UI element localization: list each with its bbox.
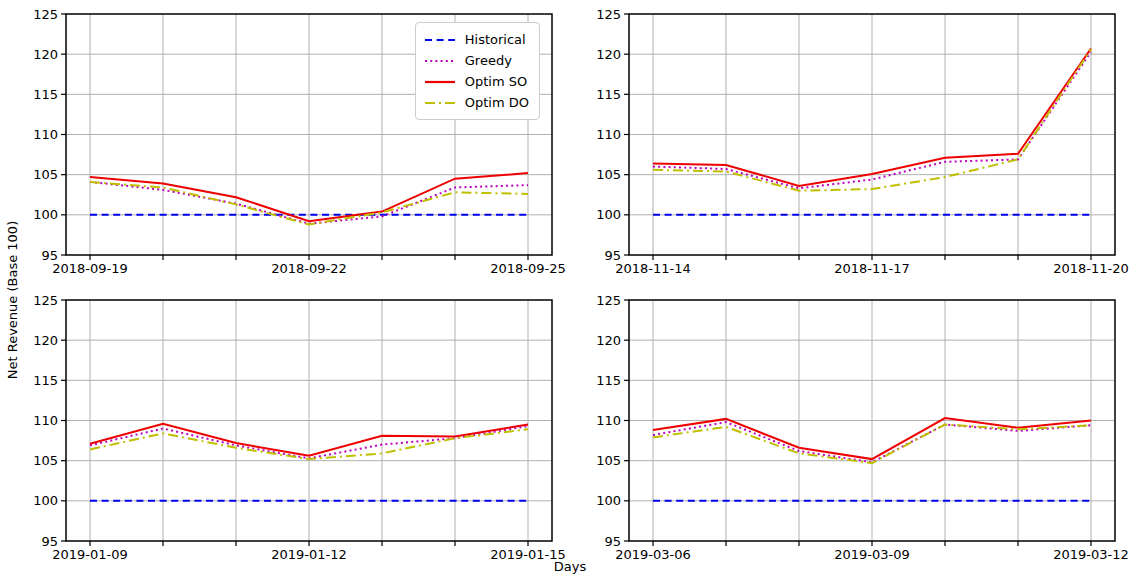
x-tick-label: 2018-11-14 [615,261,691,276]
x-tick-label: 2019-03-06 [615,547,691,562]
x-tick-label: 2019-01-09 [52,547,128,562]
y-tick-label: 120 [583,46,621,63]
legend-line-sample-optim-do [425,101,455,105]
figure: Net Revenue (Base 100) Days HistoricalGr… [0,0,1139,577]
y-tick-label: 120 [583,332,621,349]
y-axis-label: Net Revenue (Base 100) [5,221,20,379]
y-tick-label: 110 [583,412,621,429]
legend-line-sample-greedy [425,59,455,63]
y-tick-label: 110 [20,412,58,429]
legend-line-sample-optim-so [425,80,455,84]
y-tick-label: 100 [583,206,621,223]
legend-line-sample-historical [425,38,455,42]
y-tick-label: 100 [20,206,58,223]
x-tick-label: 2018-09-22 [271,261,347,276]
y-tick-label: 120 [20,46,58,63]
y-tick-label: 115 [20,86,58,103]
y-tick-label: 120 [20,332,58,349]
x-tick-label: 2019-03-09 [834,547,910,562]
y-tick-label: 125 [583,292,621,309]
y-tick-label: 115 [583,372,621,389]
plot-area-bottom-left [59,296,559,550]
x-tick-label: 2018-11-17 [834,261,910,276]
x-tick-label: 2018-09-19 [52,261,128,276]
legend-label: Optim DO [465,95,529,110]
x-tick-label: 2019-03-12 [1053,547,1129,562]
legend-label: Optim SO [465,74,527,89]
plot-area-top-right [622,10,1122,264]
legend-label: Greedy [465,53,512,68]
legend-label: Historical [465,32,526,47]
y-tick-label: 105 [20,452,58,469]
y-tick-label: 105 [583,166,621,183]
subplot-bottom-right: 951001051101151201252019-03-062019-03-09… [629,300,1115,541]
y-tick-label: 125 [20,292,58,309]
y-tick-label: 110 [20,126,58,143]
plot-area-bottom-right [622,296,1122,550]
y-tick-label: 125 [20,6,58,23]
y-tick-label: 105 [583,452,621,469]
y-tick-label: 105 [20,166,58,183]
y-tick-label: 100 [583,492,621,509]
legend-entry-historical: Historical [425,30,529,49]
y-tick-label: 125 [583,6,621,23]
x-tick-label: 2018-11-20 [1053,261,1129,276]
x-tick-label: 2019-01-15 [490,547,566,562]
subplot-top-right: 951001051101151201252018-11-142018-11-17… [629,14,1115,255]
legend-entry-optim-so: Optim SO [425,72,529,91]
y-tick-label: 100 [20,492,58,509]
subplot-top-left: HistoricalGreedyOptim SOOptim DO 9510010… [66,14,552,255]
x-tick-label: 2019-01-12 [271,547,347,562]
legend: Historical Greedy Optim SO Optim DO [415,22,540,120]
subplot-bottom-left: 951001051101151201252019-01-092019-01-12… [66,300,552,541]
x-tick-label: 2018-09-25 [490,261,566,276]
y-tick-label: 115 [583,86,621,103]
y-tick-label: 115 [20,372,58,389]
legend-entry-optim-do: Optim DO [425,93,529,112]
legend-entry-greedy: Greedy [425,51,529,70]
y-tick-label: 110 [583,126,621,143]
